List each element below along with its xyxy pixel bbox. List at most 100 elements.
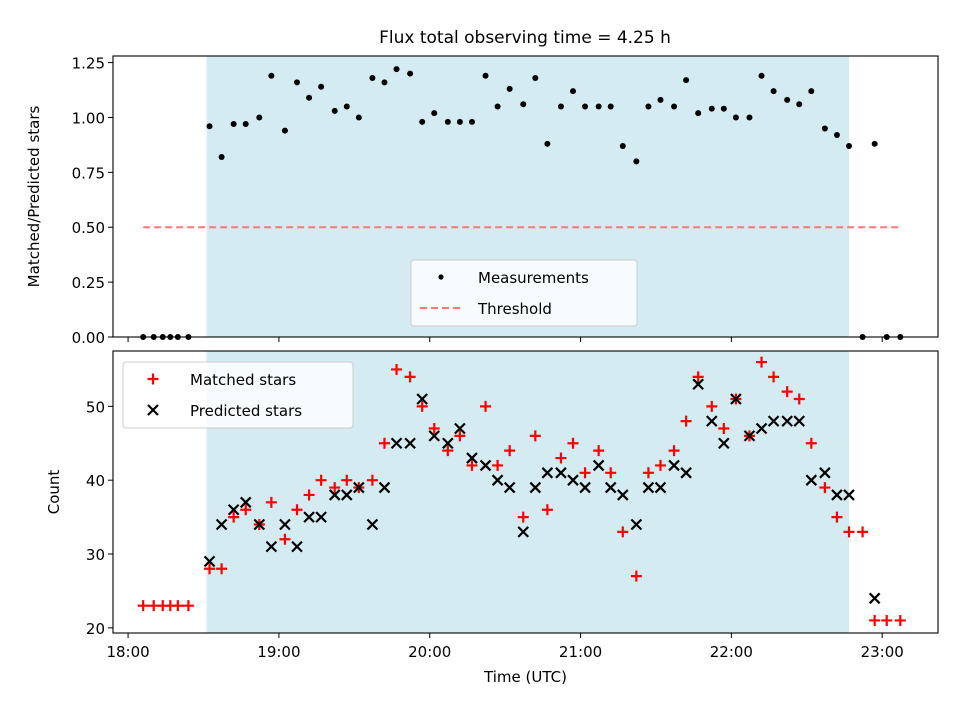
data-point [819, 467, 831, 479]
series-matched-stars [137, 356, 906, 626]
x-tick-label: 18:00 [106, 643, 149, 661]
data-point [567, 437, 579, 449]
data-point [242, 121, 249, 128]
legend-label: Matched stars [190, 371, 296, 389]
data-point [532, 74, 539, 81]
data-point [746, 114, 753, 121]
data-point [520, 101, 527, 108]
data-point [592, 459, 605, 472]
data-point [482, 72, 489, 79]
data-point [705, 415, 718, 427]
data-point [706, 400, 718, 412]
data-point [341, 474, 353, 486]
x-tick-label: 23:00 [861, 643, 904, 661]
x-tick-label: 22:00 [710, 643, 753, 661]
data-point [494, 103, 501, 110]
data-point [555, 452, 567, 464]
data-point [291, 540, 303, 553]
data-point [604, 481, 617, 494]
data-point [279, 533, 291, 545]
data-point [428, 423, 440, 435]
data-point [781, 386, 793, 398]
data-point [204, 563, 216, 575]
top-panel: 0.00 0.25 0.50 0.75 1.00 1.25 Matched/Predicte… [25, 55, 939, 347]
data-point [378, 481, 391, 494]
data-point [831, 489, 843, 501]
data-point [894, 614, 906, 626]
data-point [671, 103, 678, 110]
data-point [428, 430, 441, 442]
data-point [768, 371, 780, 383]
data-point [517, 511, 529, 523]
data-point [557, 103, 564, 110]
data-point [206, 123, 213, 130]
data-point [619, 143, 626, 150]
data-point [579, 481, 591, 494]
data-point [172, 600, 184, 612]
legend-marker [147, 404, 159, 416]
data-point [730, 393, 742, 405]
y-tick-label: 1.00 [72, 109, 105, 127]
data-point [456, 118, 463, 125]
data-point [503, 481, 516, 494]
data-point [256, 114, 263, 121]
data-point [857, 526, 869, 538]
data-point [582, 103, 589, 110]
data-point [668, 445, 680, 457]
data-point [529, 481, 542, 494]
data-point [416, 393, 428, 405]
data-point [617, 489, 629, 501]
data-point [805, 437, 817, 449]
data-point [466, 459, 478, 471]
data-point [541, 467, 554, 479]
data-point [683, 77, 690, 84]
data-point [654, 459, 666, 471]
chart-title: Flux total observing time = 4.25 h [379, 28, 671, 48]
data-point [366, 474, 378, 486]
data-point [668, 459, 680, 472]
data-point [605, 467, 617, 479]
data-point [642, 467, 654, 479]
data-point [756, 356, 768, 368]
data-point [416, 400, 428, 412]
data-point [784, 96, 791, 103]
data-point [355, 114, 362, 121]
data-point [492, 459, 504, 471]
y-tick-label: 30 [86, 546, 105, 564]
data-point [328, 489, 341, 501]
data-point [630, 570, 642, 582]
data-point [654, 481, 667, 494]
data-point [353, 481, 365, 494]
data-point [240, 504, 252, 516]
legend-box [410, 259, 638, 327]
data-point [796, 101, 803, 108]
data-point [544, 140, 551, 147]
y-tick-label: 50 [86, 398, 105, 416]
data-point [216, 563, 228, 575]
data-point [137, 600, 149, 612]
data-point [570, 88, 577, 95]
data-point [633, 158, 640, 165]
data-point [732, 114, 739, 121]
data-point [793, 393, 805, 405]
legend-label: Predicted stars [190, 402, 302, 420]
axes-frame [112, 55, 939, 338]
data-point [504, 445, 516, 457]
data-point [781, 415, 793, 427]
data-point [182, 600, 194, 612]
data-point [881, 614, 893, 626]
data-point [770, 88, 777, 95]
data-point [239, 496, 252, 509]
data-point [480, 400, 492, 412]
data-point [630, 518, 643, 531]
data-point [203, 555, 216, 568]
y-tick-label: 0.00 [72, 329, 105, 347]
data-point [808, 88, 815, 95]
data-point [265, 540, 278, 553]
data-point [767, 415, 780, 427]
y-tick-label: 1.25 [72, 55, 105, 73]
data-point [579, 467, 591, 479]
y-tick-label: 20 [86, 620, 105, 638]
data-point [708, 105, 715, 112]
